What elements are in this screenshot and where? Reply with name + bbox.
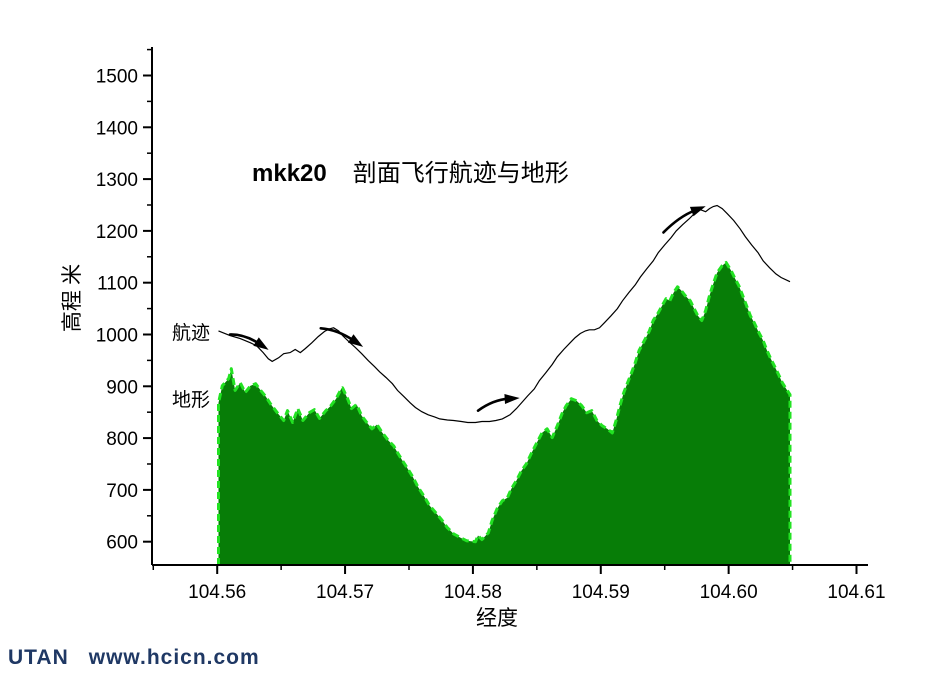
y-tick-label: 1500 [96,66,138,87]
y-tick-label: 900 [106,377,138,398]
track-series-label: 航迹 [172,323,211,344]
y-tick-label: 1000 [96,325,138,346]
y-tick-label: 600 [106,533,138,554]
x-tick-label: 104.56 [188,582,246,603]
arrow-tail [228,333,261,346]
terrain-series-label: 地形 [172,390,211,411]
y-tick-label: 1100 [97,274,138,295]
footer-brand: UTAN [8,646,69,669]
x-tick-label: 104.58 [444,582,502,603]
y-tick-label: 1200 [96,222,138,243]
x-tick-label: 104.61 [827,582,885,603]
x-tick-label: 104.60 [700,582,758,603]
y-tick-label: 1400 [96,118,138,139]
x-axis-title: 经度 [476,606,518,630]
y-tick-label: 700 [106,481,138,502]
x-tick-label: 104.59 [572,582,630,603]
arrowhead-icon [347,334,364,347]
chart-title-text: 剖面飞行航迹与地形 [352,161,569,187]
footer-watermark: UTAN www.hcicn.com [8,646,260,670]
flight-track-line [218,204,791,424]
arrow-tail [662,208,697,234]
arrow-tail [476,397,511,412]
arrowhead-icon [689,206,706,217]
x-tick-label: 104.57 [316,582,374,603]
chart-title: mkk20 剖面飞行航迹与地形 [252,153,569,188]
y-tick-label: 800 [106,429,138,450]
footer-url: www.hcicn.com [88,646,260,669]
arrowhead-icon [253,337,269,350]
chart-title-prefix: mkk20 [252,160,327,187]
y-axis-title: 高程 米 [60,263,84,333]
terrain-area [217,261,792,565]
y-tick-label: 1300 [96,170,138,191]
arrowhead-icon [504,394,520,404]
